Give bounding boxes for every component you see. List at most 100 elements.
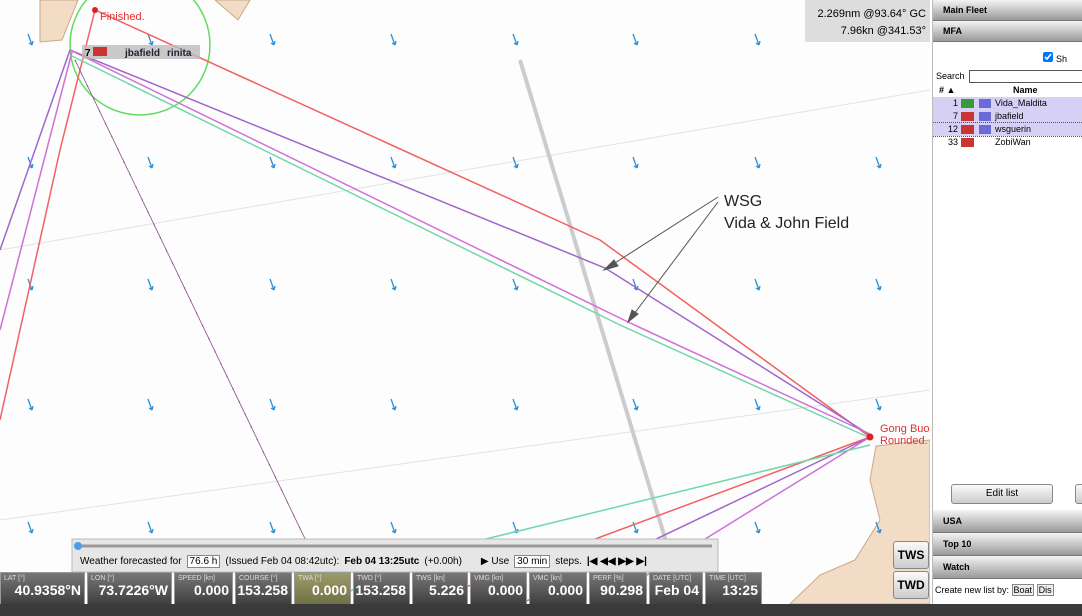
twd-button[interactable]: TWD [893, 571, 929, 599]
sea [0, 0, 930, 604]
group-header[interactable]: Watch [933, 556, 1082, 579]
group-header[interactable]: USA [933, 510, 1082, 533]
wind-arrow [390, 278, 397, 291]
wind-arrow [512, 33, 519, 46]
instrument: LON [°] 73.7226°W [87, 572, 172, 606]
info-distance: 2.269nm @93.64° GC [817, 8, 926, 20]
boat-number: 7 [85, 48, 91, 59]
instrument-label: DATE [UTC] [653, 575, 692, 582]
instrument: TWS [kn] 5.226 [412, 572, 468, 606]
wind-arrow [632, 33, 639, 46]
col-name[interactable]: Name [1013, 85, 1038, 95]
group-header[interactable]: Top 10 [933, 533, 1082, 556]
gong-buoy [866, 433, 874, 441]
instrument: COURSE [°] 153.258 [235, 572, 292, 606]
boat-name-overlap: rinita [167, 48, 192, 59]
wind-arrow [754, 156, 761, 169]
hours-select[interactable]: 76.6 h [186, 555, 221, 568]
button[interactable] [1075, 484, 1082, 504]
fleet-row[interactable]: 33 ZobiWan [933, 136, 1082, 149]
wind-arrow [390, 33, 397, 46]
instrument: PERF [%] 90.298 [589, 572, 647, 606]
instrument-label: VMC [kn] [533, 575, 562, 582]
wind-arrow [632, 398, 639, 411]
instrument-value: 0.000 [193, 582, 229, 598]
instrument: LAT [°] 40.9358°N [0, 572, 85, 606]
search-box[interactable] [968, 69, 1082, 83]
wind-arrow [512, 278, 519, 291]
wind-arrow [390, 521, 397, 534]
instrument-value: 153.258 [237, 582, 288, 598]
wind-arrow [632, 156, 639, 169]
wind-arrow [390, 398, 397, 411]
use[interactable]: ▶ Use [480, 556, 510, 567]
boat-name: Vida_Maldita [995, 98, 1047, 108]
instrument-value: 90.298 [600, 582, 643, 598]
wind-arrow [754, 33, 761, 46]
checkbox[interactable] [1043, 52, 1053, 62]
instrument-label: PERF [%] [593, 575, 624, 582]
map: Finished. Gong Buo Rounded. 7 jbafield r… [0, 0, 930, 604]
edit-button[interactable]: Edit list [951, 484, 1053, 504]
wind-arrow [269, 33, 276, 46]
wind-arrow [512, 398, 519, 411]
create-button[interactable]: Boat [1011, 584, 1035, 596]
col-rank[interactable]: # ▲ [939, 85, 956, 95]
instrument: TIME [UTC] 13:25 [705, 572, 762, 606]
issued: (Issued Feb 04 08:42utc): [225, 556, 340, 567]
create-list: Create new list by: Boat Dis [935, 584, 1054, 596]
wind-arrow [269, 521, 276, 534]
fleet-list: 1 Vida_Maldita 7 jbafield 12 wsguerin 33 ZobiWa… [933, 97, 1082, 149]
laylines [518, 59, 687, 604]
wind-arrows [27, 33, 882, 534]
instrument-label: LON [°] [91, 575, 115, 582]
wind-arrow [147, 156, 154, 169]
show-option[interactable]: Sh [933, 42, 1082, 66]
fleet-row[interactable]: 12 wsguerin [933, 122, 1082, 137]
search: Search [933, 66, 1082, 84]
group-header[interactable]: MFA [933, 21, 1082, 42]
wind-arrow [512, 156, 519, 169]
instrument-value: 13:25 [722, 582, 758, 598]
boat-icon [979, 112, 991, 121]
boat-label-bg [82, 45, 200, 59]
create-button[interactable]: Dis [1036, 584, 1054, 596]
instrument-label: VMG [kn] [474, 575, 504, 582]
instrument-label: TIME [UTC] [709, 575, 746, 582]
group-header[interactable]: Main Fleet [933, 0, 1082, 21]
side-panel: Main Fleet MFA Sh Search # ▲ Name 1 Vida_M… [932, 0, 1082, 604]
mark-name: Gong Buo [880, 423, 930, 435]
search-label: Search [936, 71, 965, 81]
groups: USA Top 10 Watch [933, 510, 1082, 579]
annotation: WSG [724, 193, 762, 210]
step-controls[interactable]: |◀ ◀◀ ▶▶ ▶| [586, 556, 647, 567]
forecast-time: Feb 04 13:25utc [344, 556, 420, 567]
wind-arrow [269, 398, 276, 411]
fleet-row[interactable]: 7 jbafield [933, 110, 1082, 123]
instrument: VMC [kn] 0.000 [529, 572, 587, 606]
boat-name: ZobiWan [995, 137, 1031, 147]
instrument-value: 153.258 [355, 582, 406, 598]
weather-controls: Weather forecasted for 76.6 h (Issued Fe… [80, 555, 647, 568]
flag [93, 47, 107, 56]
rank: 12 [947, 124, 958, 134]
wind-arrow [147, 398, 154, 411]
instrument-label: TWA [°] [298, 575, 322, 582]
wind-arrow [269, 278, 276, 291]
boat-name: jbafield [124, 48, 160, 59]
rank: 1 [952, 98, 958, 108]
instrument-value: 0.000 [487, 582, 523, 598]
instrument: DATE [UTC] Feb 04 [649, 572, 703, 606]
range-circle [69, 0, 211, 116]
tws-button[interactable]: TWS [893, 541, 929, 569]
boat-name: jbafield [995, 111, 1024, 121]
fleet-row[interactable]: 1 Vida_Maldita [933, 97, 1082, 110]
annotation-arrows [602, 196, 719, 324]
step-select[interactable]: 30 min [514, 555, 551, 568]
instrument-label: COURSE [°] [239, 575, 278, 582]
boat-icon [979, 125, 991, 134]
wind-arrow [754, 398, 761, 411]
instrument-value: 0.000 [311, 582, 347, 598]
instrument: TWD [°] 153.258 [353, 572, 410, 606]
